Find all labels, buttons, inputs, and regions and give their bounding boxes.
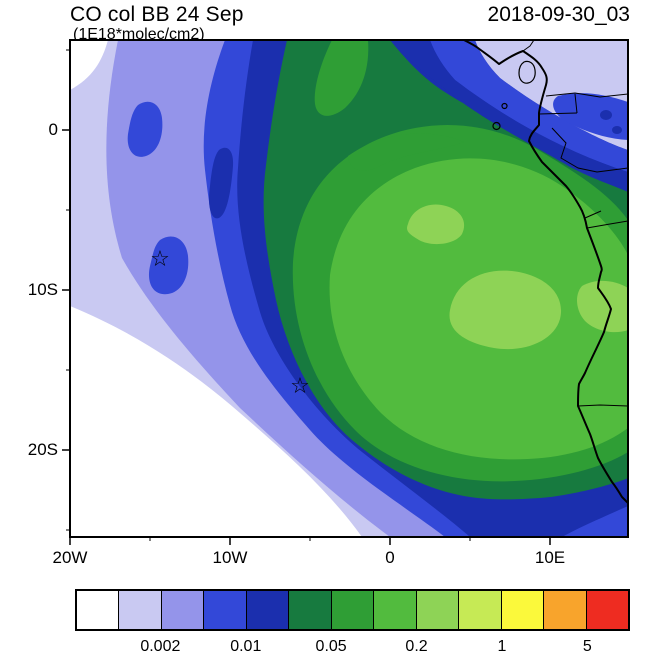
border-eq-guinea-south: [538, 112, 578, 115]
x-axis-label: 10E: [534, 548, 566, 567]
border-congo-mouth: [586, 220, 628, 229]
plot-timestamp: 2018-09-30_03: [487, 3, 630, 26]
colorbar-cell: [119, 591, 162, 629]
ne-band-blue: [430, 40, 628, 172]
border-eq-guinea-east: [574, 93, 578, 114]
green-tongue-top: [314, 40, 369, 116]
colorbar-cell: [544, 591, 587, 629]
colorbar-tick-label: 0.2: [405, 638, 428, 655]
colorbar-cell: [246, 591, 290, 629]
ne-darkblue-spot-2: [612, 126, 622, 134]
x-axis-label: 20W: [52, 548, 88, 567]
y-axis-label: 20S: [27, 440, 58, 459]
plot-frame-and-ticks: [62, 39, 629, 545]
field-0.2-0.5-patch-3: [576, 280, 628, 333]
coastline: [463, 40, 628, 504]
colorbar-cell: [501, 591, 545, 629]
border-nigeria-cameroon: [522, 40, 535, 52]
colorbar-tick-label: 0.01: [230, 638, 262, 655]
y-axis-label: 0: [48, 120, 58, 139]
x-axis-label: 10W: [212, 548, 248, 567]
colorbar-cell: [161, 591, 205, 629]
colorbar-tick-label: 0.05: [315, 638, 347, 655]
ne-band-darkblue: [390, 40, 628, 192]
ne-darkblue-spot-1: [600, 110, 612, 120]
field-0.2-0.5-patch-1: [449, 270, 562, 350]
sao-tome-island: [492, 121, 501, 131]
colorbar-cell: [289, 591, 332, 629]
colorbar-cell: [586, 591, 629, 629]
border-gabon-congo: [551, 127, 628, 173]
principe-island: [501, 102, 508, 110]
colorbar-cell: [77, 591, 120, 629]
colorbar-tick-label: 0.002: [140, 638, 181, 655]
border-angola-namibia: [577, 404, 628, 407]
star-marker: ☆: [290, 374, 310, 399]
star-marker: ☆: [150, 247, 170, 272]
colorbar-tick-label: 5: [582, 638, 592, 655]
plot-units-subtitle: (1E18*molec/cm2): [73, 26, 205, 43]
contour-field: [70, 40, 628, 537]
west-blue-patch-2: [148, 236, 189, 295]
bioko-island: [518, 60, 536, 84]
plot-title: CO col BB 24 Sep: [70, 3, 244, 26]
colorbar: [75, 589, 630, 631]
map-overlays: ☆☆: [150, 40, 628, 504]
border-cameroon-south: [545, 92, 628, 98]
colorbar-cell: [374, 591, 417, 629]
border-cabinda: [584, 210, 602, 219]
map-frame: [69, 39, 629, 538]
y-axis-label: 10S: [27, 280, 58, 299]
west-blue-patch-1: [127, 101, 163, 157]
ne-land-blue-patch: [553, 93, 628, 140]
colorbar-cell: [331, 591, 375, 629]
colorbar-cell: [459, 591, 502, 629]
west-darkblue-streak: [209, 147, 234, 219]
field-0.2-0.5-patch-2: [407, 204, 465, 245]
green-claw: [348, 133, 464, 171]
x-axis-label: 0: [385, 548, 395, 567]
colorbar-cell: [416, 591, 460, 629]
colorbar-tick-label: 1: [497, 638, 507, 655]
colorbar-cell: [204, 591, 247, 629]
